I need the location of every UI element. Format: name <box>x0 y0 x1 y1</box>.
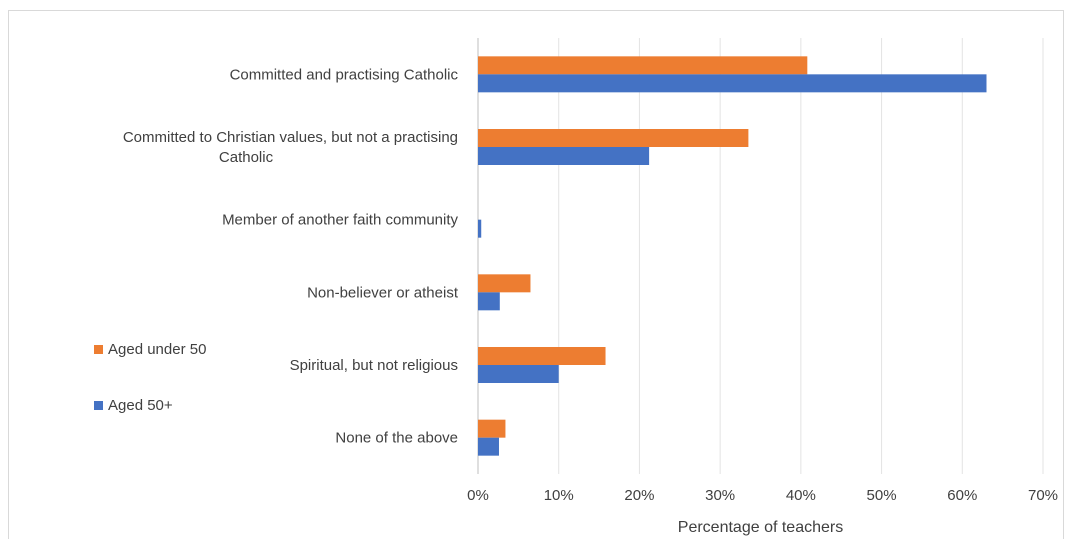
bars <box>478 56 987 456</box>
bar-aged-50-plus <box>478 219 482 238</box>
bar-aged-50-plus <box>478 365 559 383</box>
x-tick-label: 40% <box>786 487 816 504</box>
x-tick-label: 60% <box>947 487 977 504</box>
category-label: Committed to Christian values, but not a… <box>123 129 458 146</box>
bar-aged-under-50 <box>478 419 506 438</box>
category-label: Spiritual, but not religious <box>290 357 458 374</box>
legend-swatch <box>94 401 103 410</box>
bar-aged-50-plus <box>478 437 499 456</box>
category-label: Catholic <box>219 149 274 166</box>
bar-aged-under-50 <box>478 56 808 75</box>
category-labels: Committed and practising Catholic Committ… <box>123 66 459 446</box>
legend-label: Aged under 50 <box>108 341 206 358</box>
chart-frame <box>8 10 1064 539</box>
x-tick-label: 20% <box>624 487 654 504</box>
legend-label: Aged 50+ <box>108 397 173 414</box>
bar-aged-under-50 <box>478 347 606 365</box>
legend: Aged under 50 Aged 50+ <box>94 341 206 414</box>
category-label: Non-believer or atheist <box>307 284 459 301</box>
category-label: Member of another faith community <box>222 212 458 229</box>
gridlines <box>477 38 1044 474</box>
bar-aged-under-50 <box>478 129 749 147</box>
bar-aged-50-plus <box>478 74 987 93</box>
category-label: None of the above <box>335 430 458 447</box>
x-tick-label: 0% <box>467 487 489 504</box>
x-tick-labels: 0% 10% 20% 30% 40% 50% 60% 70% <box>467 487 1058 504</box>
bar-aged-50-plus <box>478 147 650 165</box>
x-tick-label: 30% <box>705 487 735 504</box>
legend-swatch <box>94 345 103 354</box>
x-tick-label: 50% <box>867 487 897 504</box>
bar-aged-50-plus <box>478 292 500 311</box>
x-tick-label: 10% <box>544 487 574 504</box>
x-axis-title: Percentage of teachers <box>678 519 843 536</box>
category-label: Committed and practising Catholic <box>230 66 459 83</box>
x-tick-label: 70% <box>1028 487 1058 504</box>
bar-aged-under-50 <box>478 274 531 293</box>
